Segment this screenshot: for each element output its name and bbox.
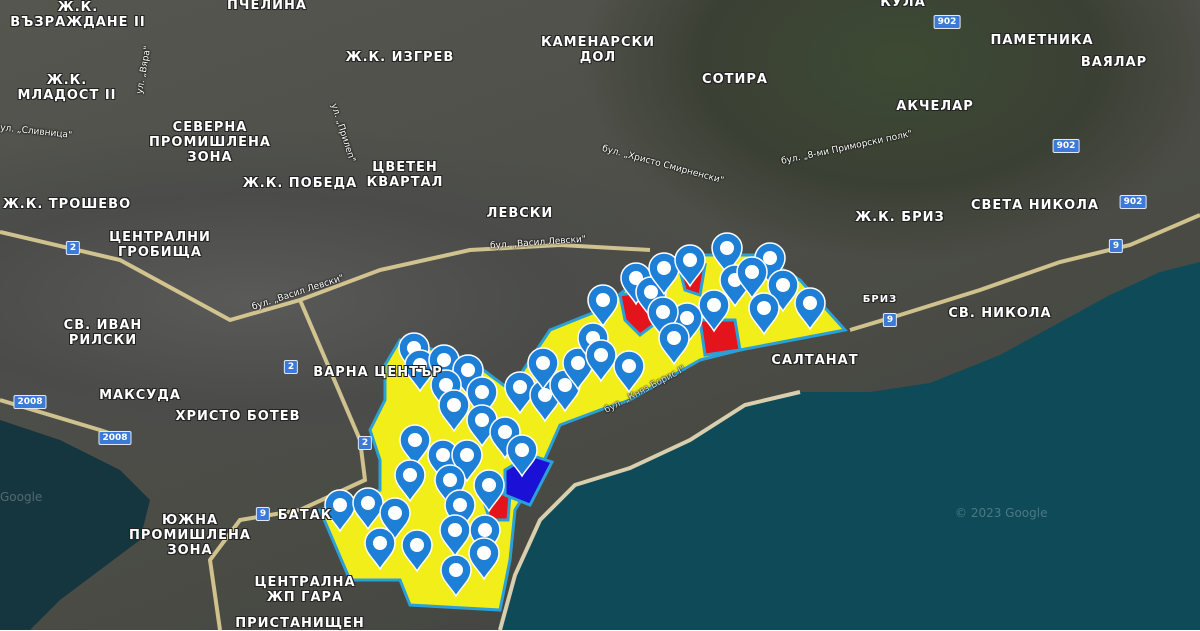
map-pin-icon[interactable] [468,537,500,581]
label-sotira: СОТИРА [702,72,768,87]
map-pin-icon[interactable] [794,287,826,331]
label-yuzhna-zona: ЮЖНА ПРОМИШЛЕНА ЗОНА [129,513,251,558]
beach [498,390,801,630]
map-pin-icon[interactable] [613,350,645,394]
label-vayalar: ВАЯЛАР [1080,55,1148,70]
map-pin-icon[interactable] [401,529,433,573]
map-pin-icon[interactable] [562,347,594,391]
label-troshevo: Ж.К. ТРОШЕВО [2,197,132,212]
map-pin-icon[interactable] [473,469,505,513]
label-pristanishten: ПРИСТАНИЩЕН [235,616,365,631]
map-pin-icon[interactable] [587,284,619,328]
label-pobeda: Ж.К. ПОБЕДА [242,176,358,191]
label-briz: БРИЗ [862,294,898,305]
sea-black-sea [500,262,1200,630]
map-pin-icon[interactable] [748,292,780,336]
label-tsentralna-gara: ЦЕНТРАЛНА ЖП ГАРА [254,575,356,605]
road-shield-9: 9 [882,313,898,327]
label-kamenarski-dol: КАМЕНАРСКИ ДОЛ [540,35,656,65]
map-pin-icon[interactable] [394,459,426,503]
label-izgrev: Ж.К. ИЗГРЕВ [345,50,455,65]
map-pin-icon[interactable] [648,252,680,296]
map-pin-icon[interactable] [506,434,538,478]
road-shield-2: 2 [65,241,81,255]
label-sv-ivan-rilski: СВ. ИВАН РИЛСКИ [63,318,143,348]
label-akchelar: АКЧЕЛАР [896,99,974,114]
label-saltanat: САЛТАНАТ [771,353,859,368]
label-vazrazhdane: Ж.К. ВЪЗРАЖДАНЕ II [10,0,146,30]
google-watermark: Google [0,490,43,504]
road-shield-2: 2 [357,436,373,450]
label-hristo-botev: ХРИСТО БОТЕВ [175,409,301,424]
label-tsveten-kvartal: ЦВЕТЕН КВАРТАЛ [366,160,444,190]
label-pchelina: ПЧЕЛИНА [227,0,307,13]
label-levski: ЛЕВСКИ [486,206,554,221]
road-shield-2008: 2008 [98,431,132,445]
road-shield-902: 902 [933,15,961,29]
label-varna-center: ВАРНА ЦЕНТЪР [313,365,443,380]
road-shield-2008: 2008 [13,395,47,409]
label-zhk-briz: Ж.К. БРИЗ [855,210,945,225]
map-pin-icon[interactable] [711,232,743,276]
label-sveta-nikola: СВЕТА НИКОЛА [970,198,1100,213]
label-maksuda: МАКСУДА [99,388,181,403]
map-pin-icon[interactable] [585,339,617,383]
map-pin-icon[interactable] [404,349,436,393]
map-pin-icon[interactable] [440,554,472,598]
label-sv-nikola: СВ. НИКОЛА [948,306,1052,321]
label-tsentralni-grobishta: ЦЕНТРАЛНИ ГРОБИЩА [109,230,211,260]
road-shield-2: 2 [283,360,299,374]
map-pin-icon[interactable] [399,424,431,468]
map-pin-icon[interactable] [439,514,471,558]
sea-varna-bay [0,420,150,630]
map-pin-icon[interactable] [364,527,396,571]
copyright-text: © 2023 Google [955,506,1048,520]
label-mladost: Ж.К. МЛАДОСТ II [17,73,117,103]
map-pin-icon[interactable] [466,404,498,448]
map-pin-icon[interactable] [379,497,411,541]
map-pin-icon[interactable] [674,244,706,288]
road-shield-902: 902 [1052,139,1080,153]
label-severna-zona: СЕВЕРНА ПРОМИШЛЕНА ЗОНА [149,120,271,165]
road-shield-9: 9 [1108,239,1124,253]
road-shield-902: 902 [1119,195,1147,209]
road-shield-9: 9 [255,507,271,521]
map-pin-icon[interactable] [658,322,690,366]
label-pametnika: ПАМЕТНИКА [990,33,1094,48]
map-pin-icon[interactable] [324,489,356,533]
label-batak: БАТАК [277,508,333,523]
zone-red[interactable] [698,318,742,357]
map-pin-icon[interactable] [736,256,768,300]
map-pin-icon[interactable] [438,389,470,433]
label-kula: КУЛА [880,0,926,10]
